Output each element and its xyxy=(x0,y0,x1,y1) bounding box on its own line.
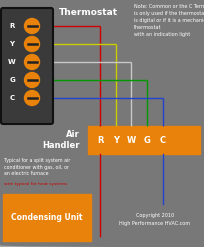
Text: G: G xyxy=(9,77,15,83)
Text: C: C xyxy=(9,95,14,101)
Text: R: R xyxy=(97,136,103,144)
Text: Thermostat: Thermostat xyxy=(59,8,118,17)
Text: Copyright 2010
High Performance HVAC.com: Copyright 2010 High Performance HVAC.com xyxy=(119,213,191,226)
Bar xyxy=(88,126,200,154)
FancyBboxPatch shape xyxy=(1,8,53,124)
Text: W: W xyxy=(8,59,16,65)
Circle shape xyxy=(24,90,40,105)
Text: Condensing Unit: Condensing Unit xyxy=(11,213,83,222)
Text: wire typical for heat systems: wire typical for heat systems xyxy=(4,182,67,186)
Text: Y: Y xyxy=(113,136,119,144)
Text: Air
Handler: Air Handler xyxy=(42,130,80,150)
Text: Y: Y xyxy=(10,41,14,47)
Text: G: G xyxy=(144,136,150,144)
Bar xyxy=(3,194,91,241)
Circle shape xyxy=(24,19,40,34)
Circle shape xyxy=(24,73,40,87)
Text: Typical for a split system air
conditioner with gas, oil, or
an electric furnace: Typical for a split system air condition… xyxy=(4,158,70,176)
Circle shape xyxy=(24,55,40,69)
Text: W: W xyxy=(126,136,136,144)
Circle shape xyxy=(24,37,40,52)
Text: C: C xyxy=(160,136,166,144)
Text: Note: Common or the C Terminal
is only used if the thermostat
is digital or if i: Note: Common or the C Terminal is only u… xyxy=(134,4,204,37)
Text: R: R xyxy=(9,23,15,29)
